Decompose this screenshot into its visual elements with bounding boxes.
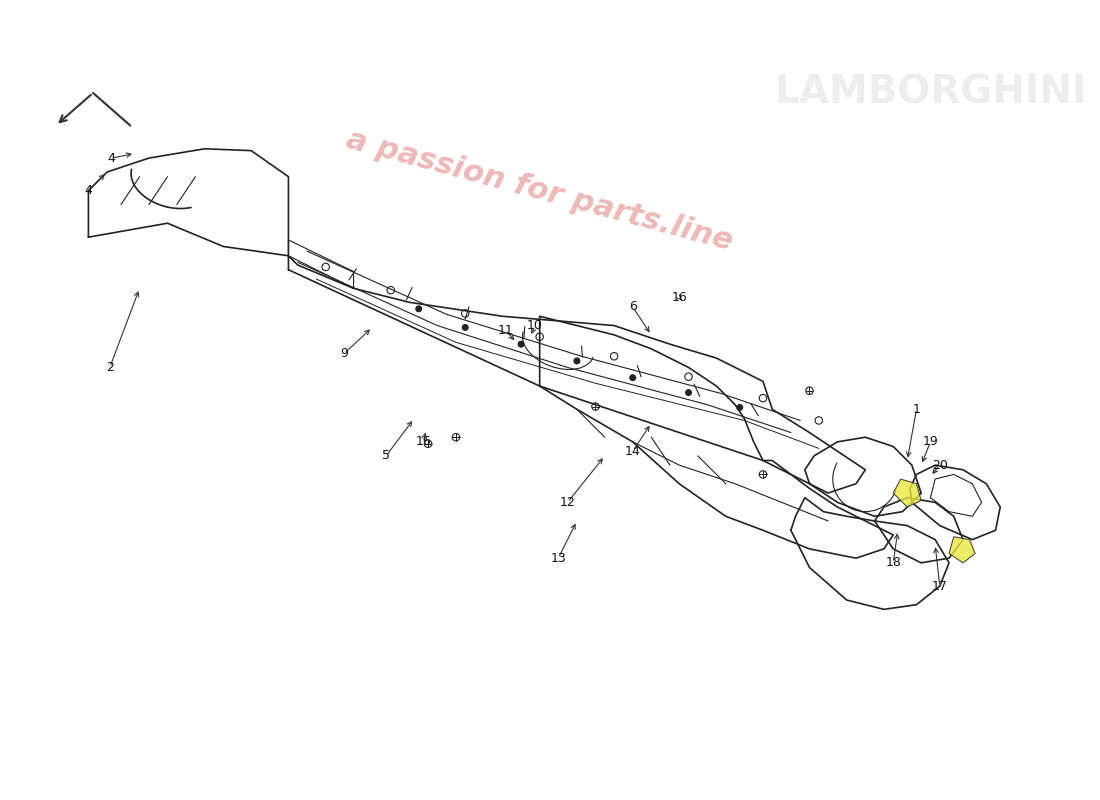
Text: 6: 6 xyxy=(629,301,637,314)
Circle shape xyxy=(630,375,636,381)
Polygon shape xyxy=(893,479,921,507)
Text: 1: 1 xyxy=(913,403,921,416)
Text: 18: 18 xyxy=(886,556,901,570)
Circle shape xyxy=(737,405,742,410)
Text: 4: 4 xyxy=(85,184,92,197)
Circle shape xyxy=(685,390,691,395)
Text: 12: 12 xyxy=(560,496,575,509)
Circle shape xyxy=(416,306,421,312)
Text: 5: 5 xyxy=(382,450,390,462)
Text: 9: 9 xyxy=(340,347,349,360)
Polygon shape xyxy=(949,537,975,563)
Text: a passion for parts.line: a passion for parts.line xyxy=(343,125,736,256)
Text: 14: 14 xyxy=(625,445,640,458)
Text: 16: 16 xyxy=(671,291,688,304)
Text: 19: 19 xyxy=(923,435,938,448)
Text: 20: 20 xyxy=(932,458,948,472)
Text: 17: 17 xyxy=(932,579,948,593)
Text: 10: 10 xyxy=(527,319,543,332)
Text: 4: 4 xyxy=(108,151,115,165)
Text: 13: 13 xyxy=(550,552,566,565)
Text: 16: 16 xyxy=(416,435,431,448)
Circle shape xyxy=(518,342,524,347)
Text: 2: 2 xyxy=(106,361,113,374)
Circle shape xyxy=(462,325,468,330)
Circle shape xyxy=(574,358,580,364)
Text: 11: 11 xyxy=(497,324,513,337)
Text: LAMBORGHINI: LAMBORGHINI xyxy=(774,74,1087,112)
